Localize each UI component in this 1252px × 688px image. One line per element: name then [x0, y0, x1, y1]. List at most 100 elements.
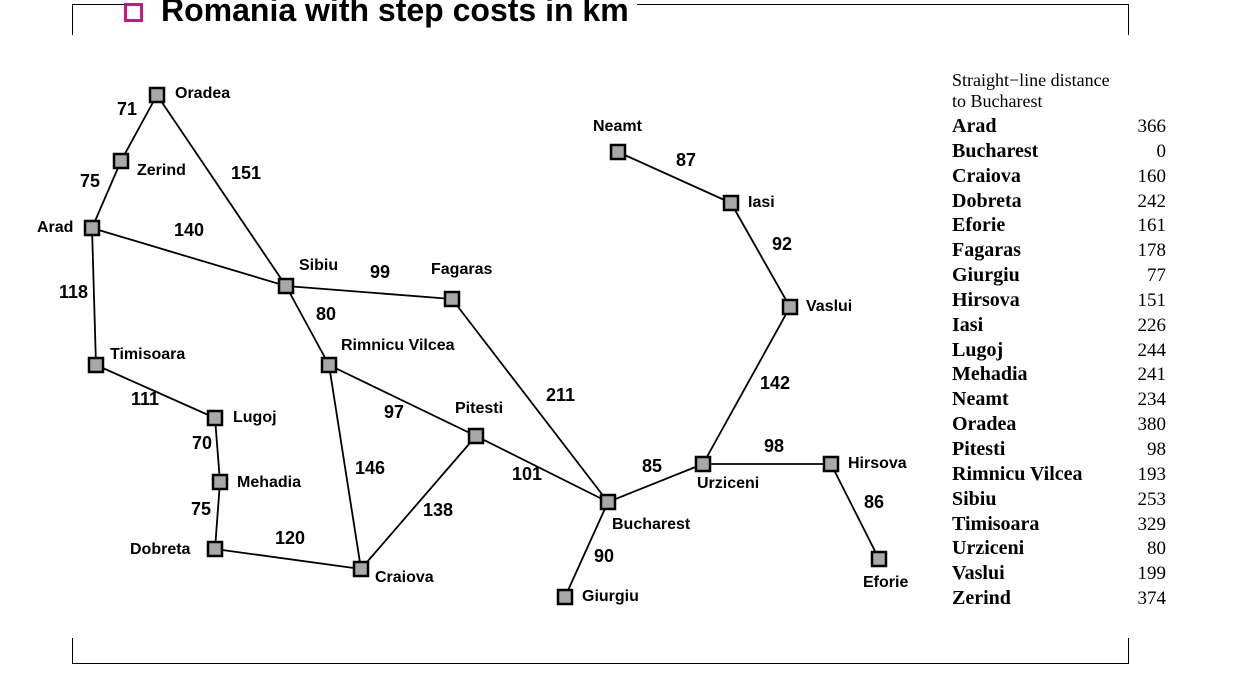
table-row: Dobreta 242: [952, 190, 1166, 215]
table-row: Urziceni 80: [952, 537, 1166, 562]
city-label-oradea: Oradea: [175, 85, 230, 102]
road-cost-timisoara-lugoj: 111: [131, 389, 159, 409]
city-node-vaslui: [781, 298, 799, 316]
table-cell-distance: 242: [1137, 190, 1167, 212]
city-node-sibiu: [277, 277, 295, 295]
table-rows: Arad 366 Bucharest 0 Craiova 160 Dobreta 242 Efo…: [952, 115, 1166, 612]
road-mehadia-dobreta: [214, 481, 221, 550]
table-cell-distance: 0: [1156, 140, 1167, 162]
city-label-mehadia: Mehadia: [237, 474, 301, 491]
road-cost-sibiu-rimnicu: 80: [316, 304, 336, 324]
square-bullet-icon: [124, 2, 143, 22]
table-row: Lugoj 244: [952, 339, 1166, 364]
table-cell-distance: 161: [1137, 215, 1167, 237]
road-cost-pitesti-bucharest: 101: [512, 464, 542, 484]
table-cell-distance: 160: [1137, 165, 1167, 187]
road-cost-rimnicu-craiova: 146: [355, 458, 385, 478]
table-cell-city: Pitesti: [952, 437, 1006, 460]
table-cell-distance: 151: [1137, 289, 1167, 311]
table-cell-city: Urziceni: [952, 537, 1025, 560]
table-cell-distance: 199: [1137, 563, 1167, 585]
road-cost-rimnicu-pitesti: 97: [384, 402, 404, 422]
city-node-arad: [83, 219, 101, 237]
road-cost-iasi-neamt: 87: [676, 150, 696, 170]
table-row: Mehadia 241: [952, 363, 1166, 388]
table-cell-distance: 374: [1137, 588, 1167, 610]
table-row: Fagaras 178: [952, 239, 1166, 264]
road-cost-urziceni-vaslui: 142: [760, 373, 790, 393]
table-cell-distance: 77: [1147, 265, 1166, 287]
city-node-dobreta: [206, 540, 224, 558]
road-cost-zerind-arad: 75: [80, 171, 100, 191]
table-row: Hirsova 151: [952, 289, 1166, 314]
table-cell-city: Sibiu: [952, 487, 997, 510]
table-heading-line-2: to Bucharest: [952, 91, 1043, 111]
table-row: Timisoara 329: [952, 513, 1166, 538]
city-node-timisoara: [87, 356, 105, 374]
table-row: Iasi 226: [952, 314, 1166, 339]
city-node-hirsova: [822, 455, 840, 473]
road-bucharest-urziceni: [607, 463, 704, 503]
table-cell-city: Hirsova: [952, 288, 1020, 311]
city-label-dobreta: Dobreta: [130, 541, 191, 558]
slide-title: Romania with step costs in km: [161, 0, 629, 28]
table-cell-city: Arad: [952, 115, 997, 137]
table-cell-city: Rimnicu Vilcea: [952, 462, 1083, 485]
road-cost-craiova-pitesti: 138: [423, 500, 453, 520]
city-node-mehadia: [211, 473, 229, 491]
city-label-rimnicu: Rimnicu Vilcea: [341, 337, 455, 354]
city-node-urziceni: [694, 455, 712, 473]
road-timisoara-lugoj: [95, 364, 216, 419]
city-label-timisoara: Timisoara: [110, 346, 185, 363]
road-arad-timisoara: [91, 227, 97, 366]
table-cell-city: Oradea: [952, 413, 1017, 436]
road-cost-hirsova-eforie: 86: [864, 492, 884, 512]
city-node-rimnicu: [320, 356, 338, 374]
table-cell-distance: 234: [1137, 389, 1167, 411]
city-node-lugoj: [206, 409, 224, 427]
table-row: Neamt 234: [952, 388, 1166, 413]
road-cost-arad-sibiu: 140: [174, 220, 204, 240]
road-lugoj-mehadia: [214, 417, 221, 483]
table-heading-line-1: Straight−line distance: [952, 70, 1110, 90]
city-label-eforie: Eforie: [863, 574, 908, 591]
table-cell-distance: 329: [1137, 513, 1167, 535]
table-row: Rimnicu Vilcea 193: [952, 463, 1166, 488]
romania-road-map: 71 75 151 140 118 111 70 75 120 99 80 146 97 138 211 10…: [37, 85, 908, 606]
table-cell-distance: 226: [1137, 314, 1167, 336]
city-label-iasi: Iasi: [748, 194, 775, 211]
road-cost-mehadia-dobreta: 75: [191, 499, 211, 519]
road-arad-sibiu: [91, 227, 287, 287]
table-heading: Straight−line distance to Bucharest: [952, 70, 1166, 112]
table-cell-distance: 253: [1137, 488, 1167, 510]
table-cell-distance: 380: [1137, 414, 1167, 436]
road-cost-vaslui-iasi: 92: [772, 234, 792, 254]
city-label-craiova: Craiova: [375, 569, 434, 586]
table-row: Sibiu 253: [952, 488, 1166, 513]
road-cost-dobreta-craiova: 120: [275, 528, 305, 548]
table-cell-distance: 193: [1137, 463, 1167, 485]
road-dobreta-craiova: [214, 548, 362, 570]
city-node-fagaras: [443, 290, 461, 308]
table-row: Arad 366: [952, 115, 1166, 140]
city-node-neamt: [609, 143, 627, 161]
table-row: Vaslui 199: [952, 562, 1166, 587]
road-cost-arad-timisoara: 118: [59, 282, 88, 302]
table-cell-city: Fagaras: [952, 239, 1021, 262]
city-node-oradea: [148, 86, 166, 104]
road-cost-sibiu-fagaras: 99: [370, 262, 390, 282]
city-label-hirsova: Hirsova: [848, 455, 907, 472]
table-row: Zerind 374: [952, 587, 1166, 612]
road-iasi-neamt: [617, 151, 732, 204]
slide-frame-bottom: [72, 638, 1129, 664]
table-cell-city: Eforie: [952, 214, 1006, 237]
table-cell-distance: 178: [1137, 240, 1167, 262]
table-row: Eforie 161: [952, 214, 1166, 239]
table-cell-city: Lugoj: [952, 338, 1004, 361]
table-row: Pitesti 98: [952, 438, 1166, 463]
road-oradea-sibiu: [156, 94, 287, 287]
road-sibiu-fagaras: [285, 285, 453, 300]
road-hirsova-eforie: [830, 463, 880, 560]
straight-line-distance-table: Straight−line distance to Bucharest Arad…: [952, 70, 1166, 612]
city-label-neamt: Neamt: [593, 118, 643, 135]
